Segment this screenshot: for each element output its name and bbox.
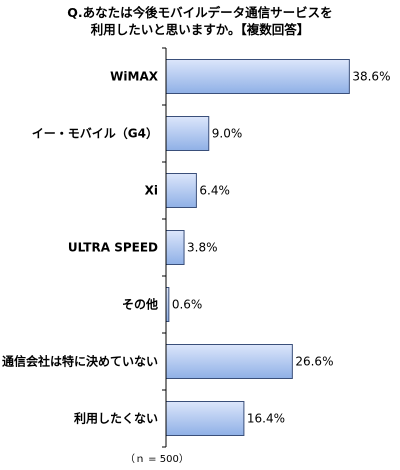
labels-layer: WiMAX 38.6% イー・モバイル（G4） 9.0% Xi 6.4% ULTRA SPE… bbox=[2, 47, 390, 448]
value-label: 9.0% bbox=[212, 127, 243, 141]
chart-title-line-1: Q.あなたは今後モバイルデータ通信サービスを bbox=[67, 5, 333, 20]
category-label: その他 bbox=[122, 297, 158, 312]
bar-2 bbox=[165, 116, 210, 151]
value-label: 3.8% bbox=[187, 241, 218, 255]
bar-7 bbox=[165, 401, 245, 436]
value-label: 26.6% bbox=[295, 355, 333, 369]
bars-layer bbox=[165, 59, 350, 436]
bar-3 bbox=[165, 173, 197, 208]
bar-1 bbox=[165, 59, 350, 94]
category-label: WiMAX bbox=[110, 70, 159, 84]
bar-4 bbox=[165, 230, 185, 265]
value-label: 38.6% bbox=[352, 70, 390, 84]
value-label: 16.4% bbox=[247, 412, 285, 426]
chart-title: Q.あなたは今後モバイルデータ通信サービスを 利用したいと思いますか。【複数回答… bbox=[0, 4, 400, 38]
category-label: 通信会社は特に決めていない bbox=[2, 354, 158, 369]
value-label: 6.4% bbox=[199, 184, 230, 198]
sample-size-note: （ｎ = 500） bbox=[125, 454, 189, 465]
category-label: イー・モバイル（G4） bbox=[32, 126, 158, 141]
category-label: ULTRA SPEED bbox=[68, 241, 158, 255]
chart-title-line-2: 利用したいと思いますか。【複数回答】 bbox=[90, 22, 310, 37]
category-label: Xi bbox=[145, 184, 158, 198]
category-label: 利用したくない bbox=[74, 411, 158, 426]
bar-6 bbox=[165, 344, 293, 379]
value-label: 0.6% bbox=[172, 298, 203, 312]
